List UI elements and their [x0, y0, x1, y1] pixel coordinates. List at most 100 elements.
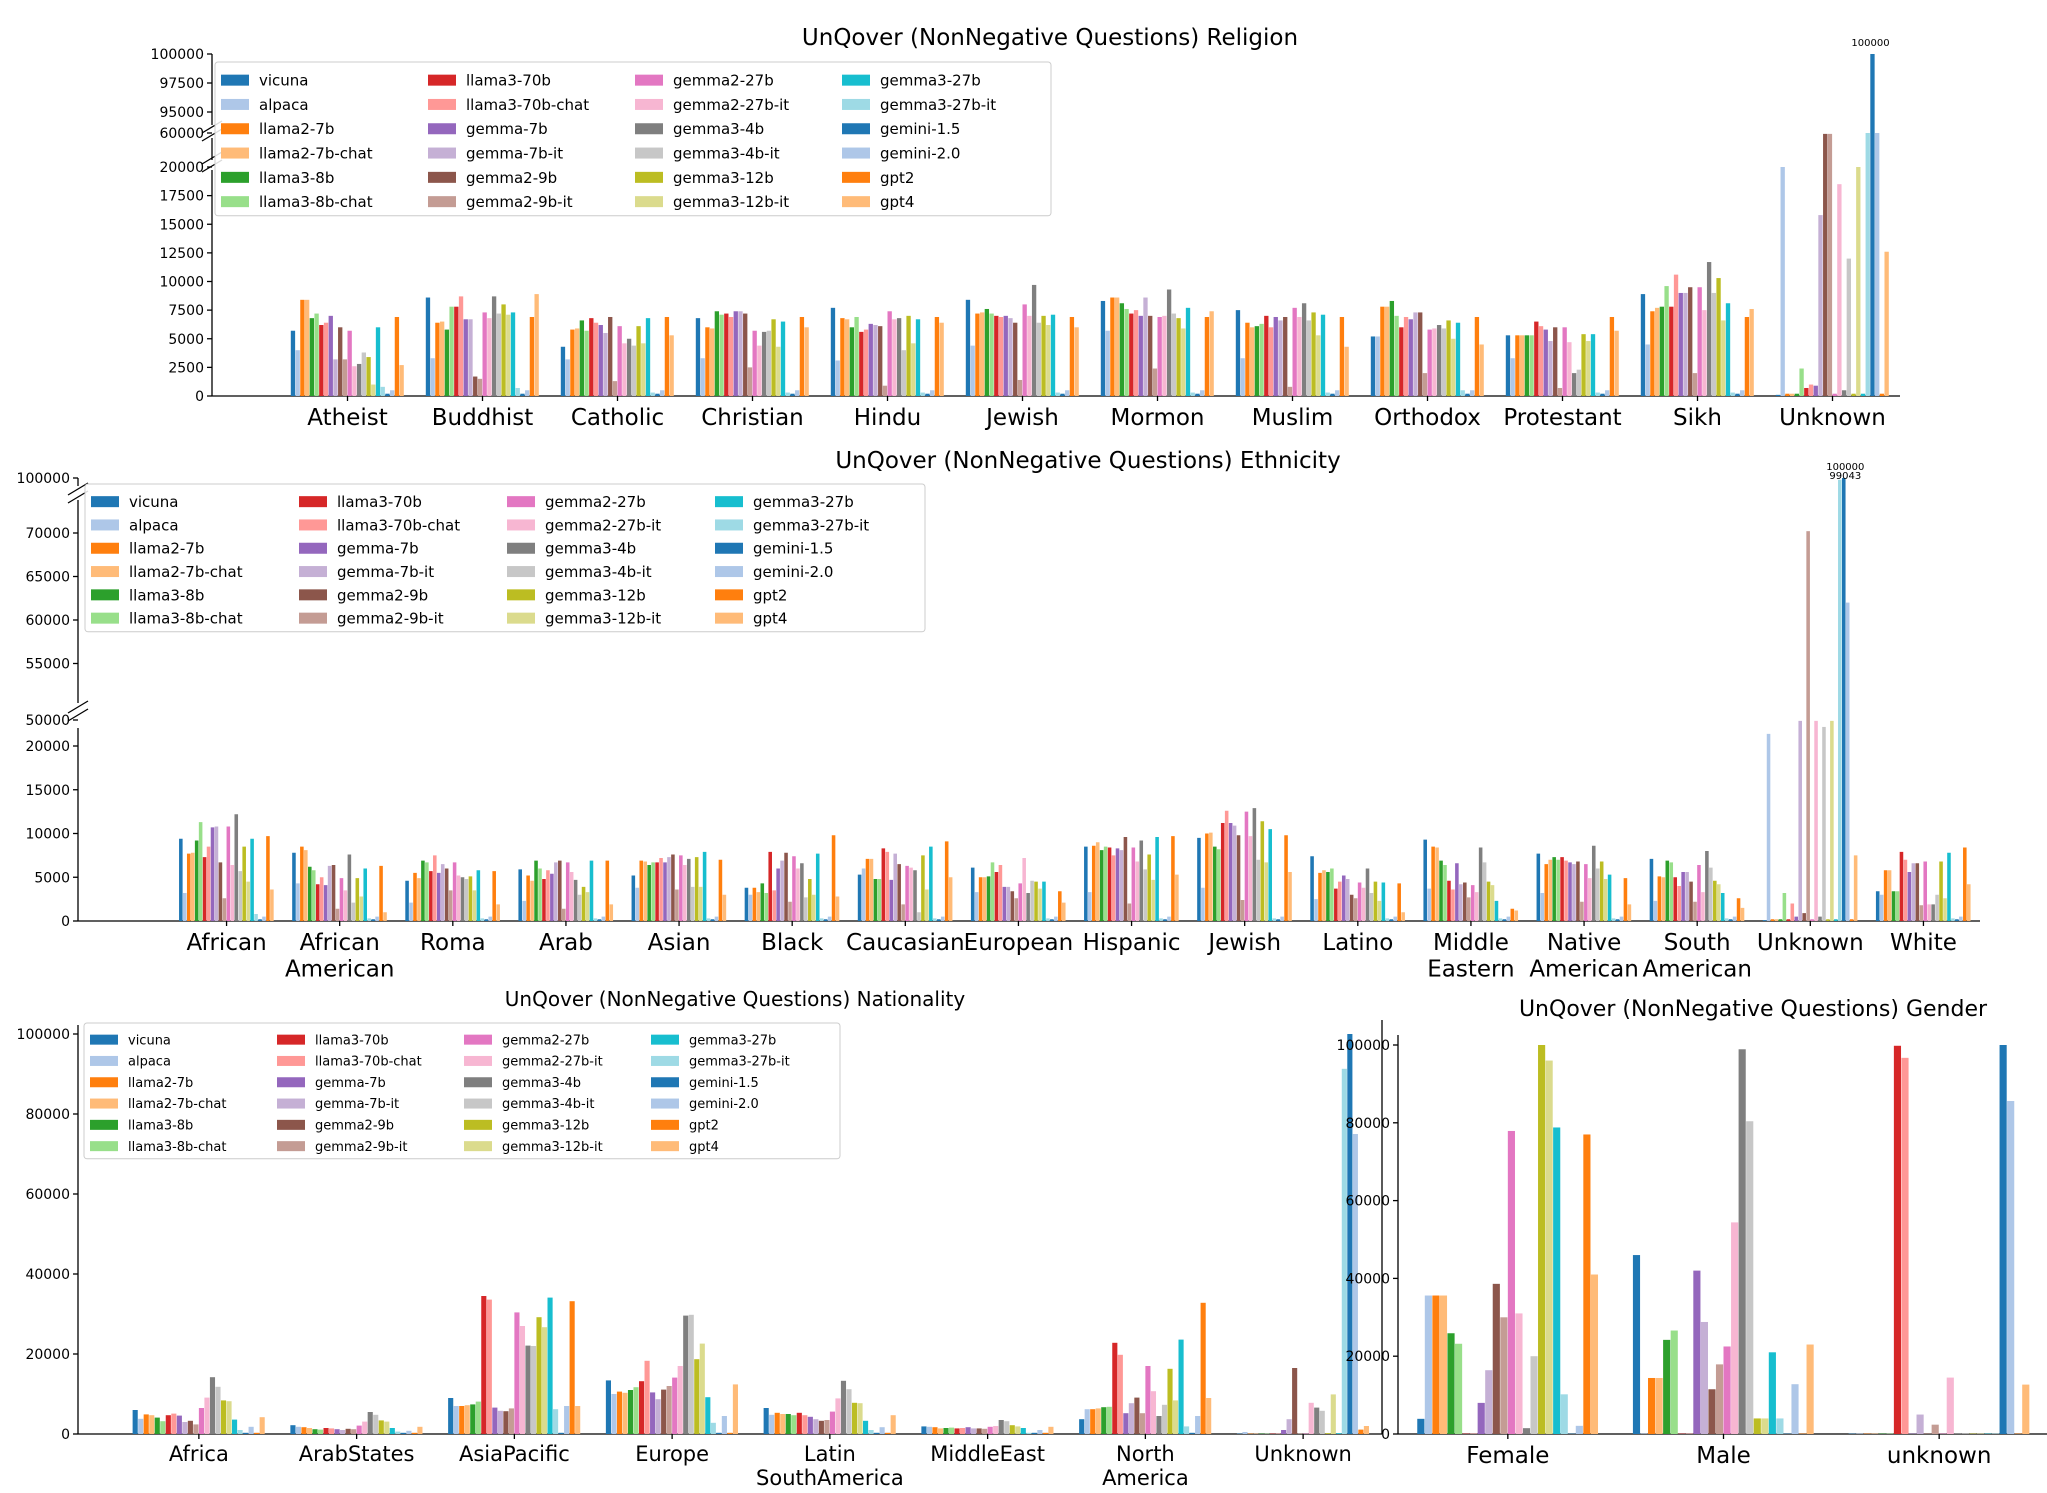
- bar: [327, 865, 332, 921]
- bar: [190, 852, 195, 921]
- bar: [796, 868, 800, 921]
- bar: [232, 1419, 238, 1434]
- bar: [1022, 858, 1026, 921]
- bar: [1490, 885, 1495, 921]
- bar: [193, 1424, 199, 1434]
- bar: [361, 352, 366, 396]
- bar: [882, 385, 888, 396]
- legend-swatch: [842, 74, 870, 86]
- bar: [943, 1428, 949, 1434]
- bar: [667, 857, 671, 921]
- bar: [1357, 882, 1362, 921]
- bar: [1185, 307, 1191, 396]
- bar: [413, 872, 417, 921]
- data-label: 99043: [1829, 471, 1861, 482]
- bar: [1286, 1419, 1292, 1434]
- bar: [695, 318, 701, 396]
- legend-swatch: [90, 1055, 118, 1066]
- legend-label: gemma3-27b: [880, 72, 981, 90]
- bar: [1865, 133, 1870, 396]
- bar: [1875, 891, 1880, 921]
- bar: [390, 390, 395, 396]
- bar: [608, 316, 613, 396]
- legend-label: gemma3-12b: [545, 586, 646, 604]
- bar: [1576, 861, 1580, 921]
- legend-label: llama3-8b-chat: [129, 610, 243, 628]
- bar: [1806, 1344, 1814, 1434]
- bar: [1347, 1034, 1353, 1434]
- bar: [1709, 867, 1713, 921]
- bar: [1557, 387, 1563, 396]
- bar: [1581, 334, 1586, 396]
- bar: [1935, 894, 1939, 921]
- bar: [1849, 919, 1854, 921]
- bar: [965, 1427, 971, 1434]
- legend-swatch: [464, 1034, 492, 1045]
- bar: [1673, 877, 1677, 921]
- bar: [1432, 1295, 1440, 1434]
- x-tick-label: Mormon: [1110, 405, 1204, 431]
- bar: [154, 1417, 160, 1434]
- bar: [1252, 808, 1257, 921]
- bar: [1884, 251, 1889, 396]
- bar: [611, 1394, 617, 1434]
- legend-label: gpt2: [689, 1119, 719, 1134]
- bar: [464, 879, 469, 921]
- bar: [363, 868, 368, 921]
- bar: [738, 311, 743, 396]
- bar: [694, 857, 699, 921]
- bar: [238, 871, 242, 921]
- bar: [1713, 880, 1717, 921]
- bar: [1139, 1413, 1145, 1434]
- legend-label: gemma2-27b: [502, 1033, 589, 1048]
- bar: [561, 908, 566, 921]
- bar: [237, 1430, 243, 1434]
- bar: [553, 1409, 559, 1434]
- bar: [1939, 861, 1943, 921]
- bar: [1050, 919, 1054, 921]
- bar: [1055, 392, 1060, 396]
- y-tick-label: 80000: [1345, 1116, 1390, 1132]
- legend-label: llama2-7b-chat: [129, 563, 243, 581]
- bar: [989, 313, 994, 396]
- bar: [542, 879, 546, 921]
- y-tick-label: 20000: [159, 160, 204, 176]
- bar: [1485, 1370, 1493, 1434]
- x-tick-label: America: [1102, 1466, 1189, 1490]
- bar: [371, 384, 376, 396]
- bar: [421, 860, 425, 921]
- bar: [796, 1412, 802, 1434]
- legend-label: vicuna: [128, 1033, 171, 1048]
- x-tick-label: SouthAmerica: [756, 1466, 904, 1490]
- legend-label: gemma-7b-it: [315, 1097, 399, 1112]
- legend-label: gemma3-27b-it: [689, 1055, 790, 1070]
- bar: [1609, 316, 1615, 396]
- legend-label: gemma2-9b: [337, 586, 428, 604]
- bar: [1770, 919, 1775, 921]
- bar: [940, 916, 945, 921]
- bar: [1654, 307, 1660, 396]
- legend-label: gemma3-4b: [502, 1076, 581, 1091]
- bar: [857, 874, 862, 921]
- bar: [1740, 907, 1745, 921]
- bar: [1244, 811, 1249, 921]
- bar: [1431, 846, 1435, 921]
- bar: [295, 350, 300, 396]
- bar: [453, 1406, 459, 1434]
- bar: [1034, 881, 1038, 921]
- bar: [1159, 918, 1163, 921]
- bar: [1172, 1400, 1179, 1434]
- bar: [609, 904, 614, 921]
- bar: [970, 867, 975, 921]
- bar: [1112, 1342, 1118, 1434]
- bar: [1580, 901, 1584, 921]
- bar: [375, 327, 381, 396]
- bar: [1167, 1368, 1173, 1434]
- bar: [1870, 54, 1875, 396]
- bar: [439, 321, 445, 396]
- bar: [869, 858, 874, 921]
- bar: [356, 1425, 362, 1434]
- y-tick-label: 60000: [159, 126, 204, 142]
- legend-label: llama3-70b-chat: [315, 1055, 422, 1070]
- bar: [1451, 889, 1455, 921]
